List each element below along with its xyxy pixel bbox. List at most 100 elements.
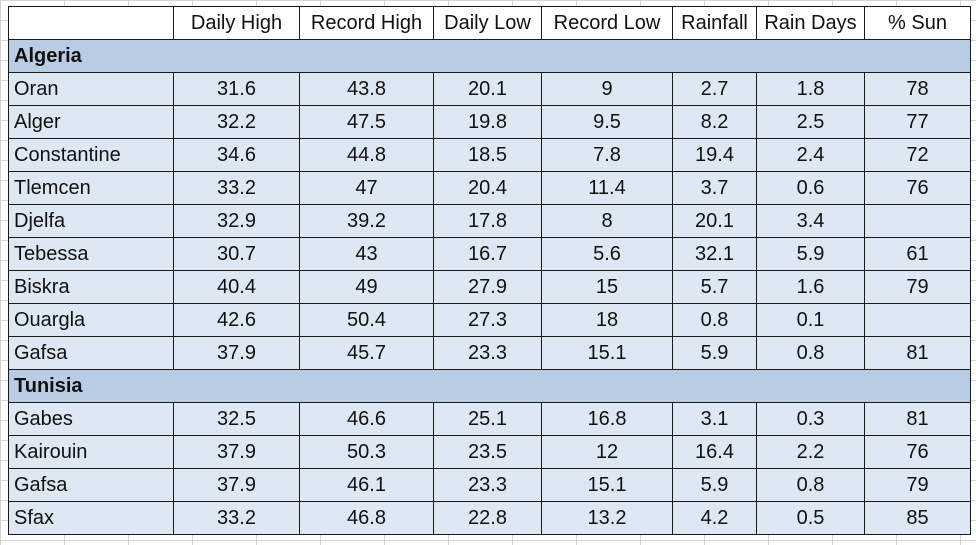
- rain-days-cell[interactable]: 1.8: [756, 72, 865, 106]
- daily-high-cell[interactable]: 40.4: [173, 270, 300, 304]
- city-cell[interactable]: Ouargla: [8, 303, 174, 337]
- record-high-cell[interactable]: 50.3: [299, 435, 434, 469]
- city-cell[interactable]: Alger: [8, 105, 174, 139]
- daily-high-cell[interactable]: 34.6: [173, 138, 300, 172]
- record-high-cell[interactable]: 46.6: [299, 402, 434, 436]
- daily-low-cell[interactable]: 22.8: [433, 501, 542, 535]
- record-high-cell[interactable]: 47.5: [299, 105, 434, 139]
- record-low-cell[interactable]: 8: [541, 204, 673, 238]
- record-low-cell[interactable]: 15.1: [541, 468, 673, 502]
- rainfall-cell[interactable]: 3.1: [672, 402, 757, 436]
- city-cell[interactable]: Constantine: [8, 138, 174, 172]
- daily-high-cell[interactable]: 42.6: [173, 303, 300, 337]
- daily-high-cell[interactable]: 31.6: [173, 72, 300, 106]
- rain-days-cell[interactable]: 0.5: [756, 501, 865, 535]
- header-pct-sun[interactable]: % Sun: [864, 6, 971, 40]
- header-record-high[interactable]: Record High: [299, 6, 434, 40]
- daily-high-cell[interactable]: 30.7: [173, 237, 300, 271]
- rainfall-cell[interactable]: 19.4: [672, 138, 757, 172]
- group-label-cell[interactable]: Algeria: [8, 39, 971, 73]
- pct-sun-cell[interactable]: 76: [864, 435, 971, 469]
- city-cell[interactable]: Sfax: [8, 501, 174, 535]
- pct-sun-cell[interactable]: [864, 303, 971, 337]
- record-low-cell[interactable]: 18: [541, 303, 673, 337]
- city-cell[interactable]: Oran: [8, 72, 174, 106]
- city-cell[interactable]: Gafsa: [8, 336, 174, 370]
- daily-low-cell[interactable]: 20.1: [433, 72, 542, 106]
- record-high-cell[interactable]: 45.7: [299, 336, 434, 370]
- rain-days-cell[interactable]: 0.8: [756, 336, 865, 370]
- pct-sun-cell[interactable]: 76: [864, 171, 971, 205]
- record-low-cell[interactable]: 9: [541, 72, 673, 106]
- city-cell[interactable]: Tebessa: [8, 237, 174, 271]
- record-high-cell[interactable]: 43.8: [299, 72, 434, 106]
- rainfall-cell[interactable]: 5.9: [672, 336, 757, 370]
- rain-days-cell[interactable]: 1.6: [756, 270, 865, 304]
- rainfall-cell[interactable]: 4.2: [672, 501, 757, 535]
- record-high-cell[interactable]: 44.8: [299, 138, 434, 172]
- record-low-cell[interactable]: 13.2: [541, 501, 673, 535]
- record-high-cell[interactable]: 39.2: [299, 204, 434, 238]
- city-cell[interactable]: Gafsa: [8, 468, 174, 502]
- daily-high-cell[interactable]: 37.9: [173, 435, 300, 469]
- record-high-cell[interactable]: 46.1: [299, 468, 434, 502]
- daily-high-cell[interactable]: 32.9: [173, 204, 300, 238]
- city-cell[interactable]: Biskra: [8, 270, 174, 304]
- rainfall-cell[interactable]: 0.8: [672, 303, 757, 337]
- header-record-low[interactable]: Record Low: [541, 6, 673, 40]
- header-corner-cell[interactable]: [8, 6, 174, 40]
- pct-sun-cell[interactable]: 85: [864, 501, 971, 535]
- rain-days-cell[interactable]: 5.9: [756, 237, 865, 271]
- record-low-cell[interactable]: 7.8: [541, 138, 673, 172]
- rainfall-cell[interactable]: 5.9: [672, 468, 757, 502]
- record-low-cell[interactable]: 16.8: [541, 402, 673, 436]
- record-low-cell[interactable]: 11.4: [541, 171, 673, 205]
- rainfall-cell[interactable]: 16.4: [672, 435, 757, 469]
- record-low-cell[interactable]: 15.1: [541, 336, 673, 370]
- daily-high-cell[interactable]: 33.2: [173, 501, 300, 535]
- rain-days-cell[interactable]: 2.4: [756, 138, 865, 172]
- rain-days-cell[interactable]: 0.8: [756, 468, 865, 502]
- daily-low-cell[interactable]: 25.1: [433, 402, 542, 436]
- rainfall-cell[interactable]: 2.7: [672, 72, 757, 106]
- daily-high-cell[interactable]: 33.2: [173, 171, 300, 205]
- record-low-cell[interactable]: 15: [541, 270, 673, 304]
- rain-days-cell[interactable]: 2.5: [756, 105, 865, 139]
- rainfall-cell[interactable]: 20.1: [672, 204, 757, 238]
- group-label-cell[interactable]: Tunisia: [8, 369, 971, 403]
- record-high-cell[interactable]: 50.4: [299, 303, 434, 337]
- record-high-cell[interactable]: 47: [299, 171, 434, 205]
- pct-sun-cell[interactable]: 77: [864, 105, 971, 139]
- rain-days-cell[interactable]: 0.3: [756, 402, 865, 436]
- daily-high-cell[interactable]: 37.9: [173, 468, 300, 502]
- city-cell[interactable]: Tlemcen: [8, 171, 174, 205]
- pct-sun-cell[interactable]: 78: [864, 72, 971, 106]
- pct-sun-cell[interactable]: 79: [864, 270, 971, 304]
- daily-high-cell[interactable]: 32.2: [173, 105, 300, 139]
- daily-low-cell[interactable]: 23.5: [433, 435, 542, 469]
- rainfall-cell[interactable]: 3.7: [672, 171, 757, 205]
- city-cell[interactable]: Kairouin: [8, 435, 174, 469]
- record-low-cell[interactable]: 12: [541, 435, 673, 469]
- daily-low-cell[interactable]: 23.3: [433, 468, 542, 502]
- pct-sun-cell[interactable]: 79: [864, 468, 971, 502]
- pct-sun-cell[interactable]: 81: [864, 336, 971, 370]
- daily-low-cell[interactable]: 17.8: [433, 204, 542, 238]
- record-low-cell[interactable]: 9.5: [541, 105, 673, 139]
- rain-days-cell[interactable]: 2.2: [756, 435, 865, 469]
- record-high-cell[interactable]: 46.8: [299, 501, 434, 535]
- daily-low-cell[interactable]: 27.9: [433, 270, 542, 304]
- city-cell[interactable]: Gabes: [8, 402, 174, 436]
- rain-days-cell[interactable]: 3.4: [756, 204, 865, 238]
- header-daily-high[interactable]: Daily High: [173, 6, 300, 40]
- pct-sun-cell[interactable]: 61: [864, 237, 971, 271]
- rain-days-cell[interactable]: 0.6: [756, 171, 865, 205]
- daily-low-cell[interactable]: 18.5: [433, 138, 542, 172]
- daily-low-cell[interactable]: 27.3: [433, 303, 542, 337]
- daily-high-cell[interactable]: 37.9: [173, 336, 300, 370]
- city-cell[interactable]: Djelfa: [8, 204, 174, 238]
- header-rain-days[interactable]: Rain Days: [756, 6, 865, 40]
- pct-sun-cell[interactable]: [864, 204, 971, 238]
- rain-days-cell[interactable]: 0.1: [756, 303, 865, 337]
